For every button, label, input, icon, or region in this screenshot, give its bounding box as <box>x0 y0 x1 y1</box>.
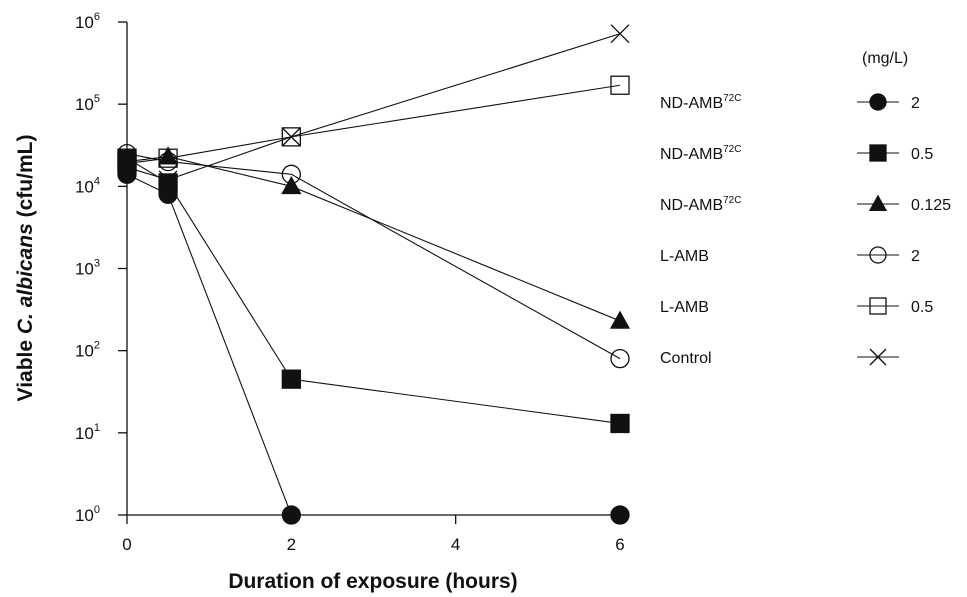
data-point <box>281 369 301 389</box>
marker-square-open <box>117 153 137 174</box>
marker-square-open <box>610 75 630 95</box>
marker-square-filled <box>281 369 301 389</box>
y-tick-label: 101 <box>75 422 100 443</box>
marker-x <box>158 170 178 190</box>
data-point <box>869 297 887 315</box>
marker-circle-open <box>117 143 137 164</box>
x-tick-label: 0 <box>122 535 131 554</box>
data-point <box>117 153 137 174</box>
legend-dose: 0.5 <box>911 146 933 163</box>
legend-header: (mg/L) <box>862 50 908 67</box>
legend-item-3: L-AMB 2 <box>660 246 920 265</box>
marker-square-open <box>158 148 178 168</box>
series-2 <box>116 146 631 329</box>
legend-series-name: L-AMB <box>660 299 709 316</box>
data-point <box>281 164 301 184</box>
marker-circle-filled <box>281 505 301 525</box>
series-0 <box>117 164 630 525</box>
marker-circle-filled <box>610 505 630 525</box>
legend-dose: 0.125 <box>911 197 951 214</box>
marker-triangle-filled <box>868 194 888 212</box>
legend-series-name: Control <box>660 350 712 367</box>
series-line <box>126 157 621 425</box>
legend-item-0: ND-AMB72C 2 <box>660 93 920 112</box>
legend-dose: 2 <box>911 248 920 265</box>
legend-item-4: L-AMB 0.5 <box>660 297 933 316</box>
marker-triangle-filled <box>157 146 179 165</box>
marker-circle-open <box>610 348 630 369</box>
series-line <box>126 153 621 360</box>
legend-dose: 0.5 <box>911 299 933 316</box>
x-tick-label: 4 <box>451 535 460 554</box>
data-point <box>610 505 630 525</box>
y-tick-label: 100 <box>75 504 100 525</box>
x-axis-title: Duration of exposure (hours) <box>228 570 517 593</box>
marker-x <box>117 157 137 177</box>
marker-circle-open <box>869 246 887 264</box>
legend-item-5: Control <box>660 348 899 367</box>
marker-square-filled <box>158 173 178 193</box>
data-point-stroke <box>869 348 887 366</box>
data-point <box>158 173 178 193</box>
data-point <box>869 144 887 162</box>
data-point <box>281 127 301 147</box>
data-point <box>281 505 301 525</box>
axes: 100 101 102 103 104 105 106 0 2 4 6 Duration of exp… <box>14 11 625 593</box>
data-point <box>609 310 631 329</box>
series-line <box>126 33 621 181</box>
legend: (mg/L) ND-AMB72C 2 ND-AMB72C 0.5 ND-AMB72C 0.1… <box>660 50 951 367</box>
series-line <box>126 84 621 164</box>
marker-triangle-filled <box>609 310 631 329</box>
marker-x <box>869 348 887 366</box>
legend-series-name: ND-AMB72C <box>660 144 741 163</box>
marker-x <box>281 127 301 147</box>
data-point-stroke <box>117 157 137 177</box>
series-4 <box>117 75 630 174</box>
marker-circle-filled <box>869 93 887 111</box>
data-point <box>281 175 302 195</box>
x-tick-label: 2 <box>287 535 296 554</box>
series-line <box>126 173 620 516</box>
marker-square-open <box>869 297 887 315</box>
data-point <box>158 148 178 168</box>
marker-square-filled <box>610 413 630 434</box>
marker-square-open <box>281 127 301 147</box>
series-5 <box>117 24 630 190</box>
series-layer <box>116 24 631 525</box>
data-point <box>869 93 887 111</box>
y-tick-label: 105 <box>75 93 100 114</box>
y-axis-title: Viable C. albicans (cfu/mL) <box>14 135 37 402</box>
y-tick-label: 106 <box>75 11 100 32</box>
data-point <box>868 194 888 212</box>
y-tick-label: 104 <box>75 175 100 196</box>
legend-dose: 2 <box>911 95 920 112</box>
data-point <box>610 75 630 95</box>
data-point-stroke <box>158 170 178 190</box>
marker-x <box>610 24 630 44</box>
marker-square-filled <box>869 144 887 162</box>
data-point <box>610 413 630 434</box>
data-point <box>117 143 137 164</box>
data-point-stroke <box>281 127 301 147</box>
data-point <box>869 246 887 264</box>
data-point <box>157 146 179 165</box>
series-1 <box>117 148 630 434</box>
data-point <box>610 348 630 369</box>
y-tick-label: 103 <box>75 258 100 279</box>
x-tick-label: 6 <box>615 535 624 554</box>
marker-circle-open <box>281 164 301 184</box>
marker-triangle-filled <box>281 175 302 195</box>
series-line <box>126 156 621 322</box>
legend-series-name: L-AMB <box>660 248 709 265</box>
legend-item-1: ND-AMB72C 0.5 <box>660 144 933 163</box>
legend-series-name: ND-AMB72C <box>660 195 741 214</box>
legend-series-name: ND-AMB72C <box>660 93 741 112</box>
legend-item-2: ND-AMB72C 0.125 <box>660 194 951 214</box>
series-3 <box>117 143 630 369</box>
y-tick-label: 102 <box>75 340 100 361</box>
data-point-stroke <box>610 24 630 44</box>
